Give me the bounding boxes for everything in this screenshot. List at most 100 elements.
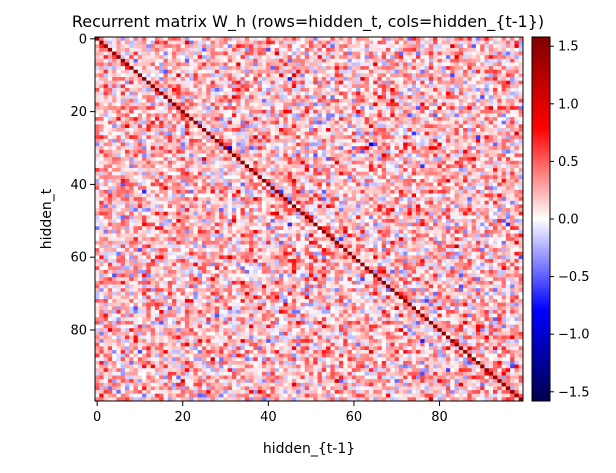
heatmap-cell — [112, 51, 117, 56]
heatmap-cell — [296, 193, 301, 198]
heatmap-cell — [501, 91, 507, 96]
heatmap-cell — [172, 157, 177, 162]
heatmap-cell — [163, 73, 169, 78]
heatmap-cell — [240, 117, 246, 122]
heatmap-cell — [283, 47, 288, 52]
heatmap-cell — [407, 87, 413, 92]
heatmap-cell — [424, 193, 430, 198]
heatmap-cell — [193, 128, 199, 132]
heatmap-cell — [407, 124, 413, 129]
heatmap-cell — [99, 208, 104, 213]
heatmap-cell — [180, 168, 186, 173]
heatmap-cell — [505, 142, 511, 147]
heatmap-cell — [368, 91, 374, 96]
heatmap-cell — [377, 189, 383, 194]
heatmap-cell — [514, 124, 520, 129]
heatmap-cell — [146, 193, 151, 198]
heatmap-cell — [206, 95, 211, 100]
heatmap-cell — [467, 215, 472, 220]
heatmap-cell — [488, 117, 494, 122]
heatmap-cell — [411, 106, 417, 111]
heatmap-cell — [373, 113, 378, 118]
heatmap-cell — [514, 87, 520, 92]
heatmap-cell — [368, 160, 374, 165]
heatmap-cell — [279, 87, 284, 92]
heatmap-cell — [463, 197, 468, 202]
heatmap-cell — [244, 168, 250, 173]
heatmap-cell — [274, 84, 280, 89]
heatmap-cell — [420, 102, 425, 107]
heatmap-cell — [313, 186, 318, 191]
heatmap-cell — [351, 37, 357, 41]
heatmap-cell — [167, 160, 173, 165]
heatmap-cell — [381, 37, 387, 41]
heatmap-cell — [287, 131, 293, 136]
heatmap-cell — [364, 124, 370, 129]
heatmap-cell — [154, 73, 160, 78]
heatmap-cell — [107, 73, 113, 78]
heatmap-cell — [214, 189, 220, 194]
heatmap-cell — [210, 91, 216, 96]
heatmap-cell — [116, 55, 122, 60]
heatmap-cell — [360, 164, 365, 169]
heatmap-cell — [309, 157, 314, 162]
heatmap-cell — [347, 109, 353, 114]
heatmap-cell — [231, 62, 237, 67]
heatmap-cell — [381, 55, 387, 60]
heatmap-cell — [107, 77, 113, 82]
heatmap-cell — [313, 131, 318, 136]
heatmap-cell — [321, 102, 327, 107]
heatmap-cell — [338, 47, 344, 52]
heatmap-cell — [450, 55, 455, 60]
heatmap-cell — [313, 95, 318, 100]
heatmap-cell — [338, 131, 344, 136]
heatmap-cell — [373, 204, 378, 209]
heatmap-cell — [274, 186, 280, 191]
heatmap-cell — [343, 215, 348, 220]
heatmap-cell — [266, 91, 271, 96]
heatmap-cell — [150, 138, 156, 143]
heatmap-cell — [321, 51, 327, 56]
heatmap-cell — [497, 77, 502, 82]
heatmap-cell — [420, 160, 425, 165]
heatmap-cell — [313, 153, 318, 158]
heatmap-cell — [142, 102, 147, 107]
heatmap-cell — [514, 138, 520, 143]
heatmap-cell — [407, 189, 413, 194]
heatmap-cell — [463, 91, 468, 96]
heatmap-cell — [441, 98, 447, 103]
heatmap-cell — [240, 153, 246, 158]
heatmap-cell — [347, 186, 353, 191]
heatmap-cell — [116, 211, 122, 216]
heatmap-cell — [377, 66, 383, 71]
heatmap-cell — [159, 113, 164, 118]
heatmap-cell — [309, 208, 314, 213]
heatmap-cell — [249, 40, 254, 45]
heatmap-cell — [240, 208, 246, 213]
heatmap-cell — [518, 149, 524, 154]
heatmap-cell — [210, 120, 216, 125]
heatmap-cell — [347, 84, 353, 89]
heatmap-cell — [223, 138, 229, 143]
heatmap-cell — [416, 124, 421, 129]
heatmap-cell — [231, 189, 237, 194]
heatmap-cell — [283, 117, 288, 122]
heatmap-cell — [445, 164, 451, 169]
heatmap-cell — [172, 117, 177, 122]
heatmap-cell — [210, 197, 216, 202]
heatmap-cell — [445, 138, 451, 143]
heatmap-cell — [386, 117, 391, 122]
heatmap-cell — [343, 91, 348, 96]
heatmap-cell — [133, 138, 139, 143]
heatmap-cell — [189, 117, 194, 122]
heatmap-cell — [330, 164, 336, 169]
heatmap-cell — [505, 124, 511, 129]
heatmap-cell — [244, 189, 250, 194]
heatmap-cell — [424, 197, 430, 202]
heatmap-cell — [360, 138, 365, 143]
heatmap-cell — [398, 178, 404, 183]
heatmap-cell — [390, 77, 395, 82]
heatmap-cell — [274, 131, 280, 136]
heatmap-cell — [321, 91, 327, 96]
heatmap-cell — [236, 37, 241, 41]
